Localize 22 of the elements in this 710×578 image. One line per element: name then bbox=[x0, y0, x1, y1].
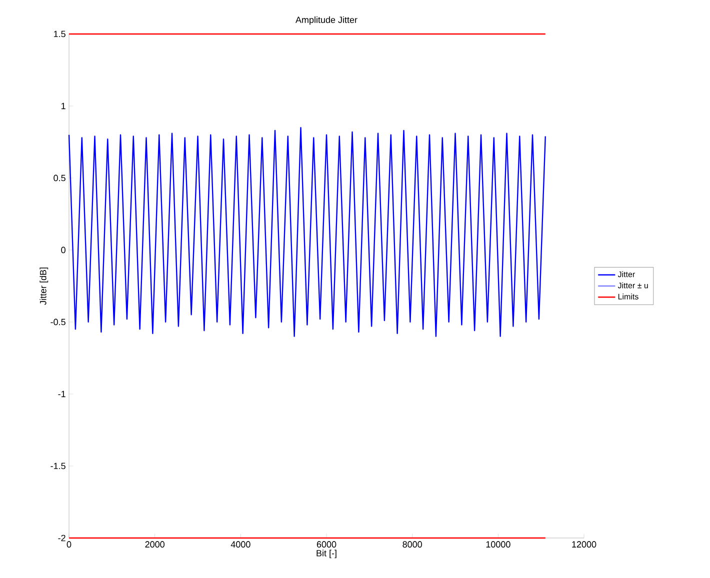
line-series bbox=[68, 126, 546, 337]
y-tick-label: 0.5 bbox=[54, 174, 66, 182]
y-tick-label: -1 bbox=[58, 390, 66, 398]
legend-label: Jitter bbox=[618, 271, 635, 278]
x-tick-label: 12000 bbox=[572, 541, 596, 548]
y-tick-label: 1 bbox=[61, 102, 66, 110]
x-tick-label: 2000 bbox=[145, 541, 164, 548]
y-tick-label: 0 bbox=[61, 246, 66, 254]
y-axis-title: Jitter [dB] bbox=[40, 268, 48, 305]
y-tick-label: -2 bbox=[58, 534, 66, 542]
y-tick-label: -0.5 bbox=[50, 318, 66, 326]
y-tick-label: 1.5 bbox=[54, 30, 66, 38]
y-tick-label: -1.5 bbox=[50, 462, 66, 470]
x-tick-label: 6000 bbox=[316, 541, 336, 548]
x-tick-label: 4000 bbox=[230, 541, 250, 548]
x-tick-label: 8000 bbox=[402, 541, 422, 548]
chart-title: Amplitude Jitter bbox=[296, 16, 358, 25]
legend-label: Jitter ± u bbox=[618, 282, 648, 288]
x-tick-label: 10000 bbox=[486, 541, 510, 548]
legend-label: Limits bbox=[618, 294, 638, 300]
x-tick-label: 0 bbox=[66, 541, 72, 548]
x-axis-title: Bit [-] bbox=[316, 550, 336, 558]
